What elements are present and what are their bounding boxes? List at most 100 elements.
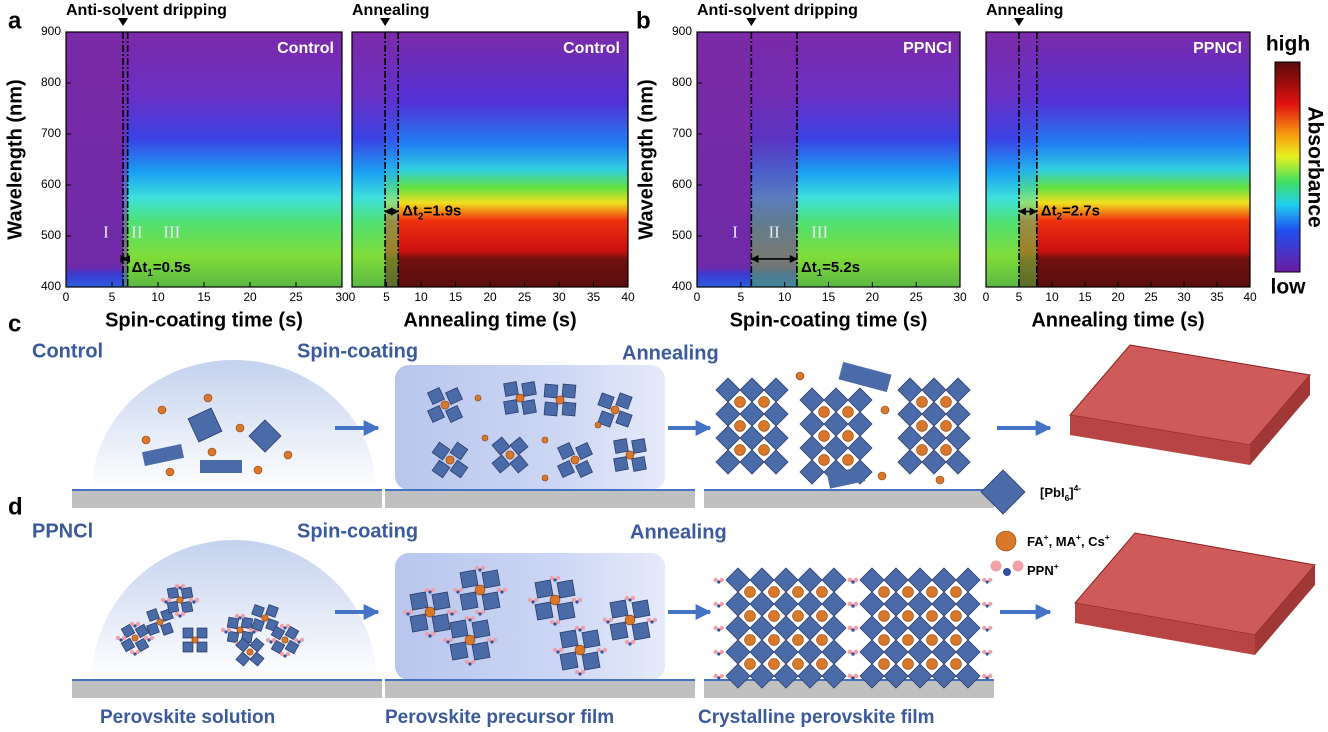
x-axis-label: Spin-coating time (s) (730, 309, 928, 331)
sample-tag: PPNCl (1193, 40, 1242, 57)
ppn (135, 649, 141, 655)
octahedron (561, 401, 577, 417)
label-part: =0.5s (153, 259, 191, 276)
cation (744, 610, 756, 622)
octahedron (409, 591, 429, 611)
film-front (1075, 603, 1255, 655)
ppn (628, 642, 632, 646)
octahedron (409, 613, 429, 633)
ppn (982, 601, 987, 607)
octahedron (270, 625, 286, 641)
octahedron (859, 663, 885, 689)
ppn (596, 647, 602, 653)
ppn (234, 613, 240, 619)
heatmap-main (385, 32, 628, 287)
cation (878, 658, 890, 670)
x-tick-label: 0 (63, 290, 70, 304)
label-part: [PbI (1040, 485, 1065, 500)
rich-label: Δt1=5.2s (801, 259, 860, 279)
ppn (853, 601, 858, 607)
octahedron (249, 651, 265, 667)
ppn (851, 676, 855, 680)
ppn (490, 640, 494, 644)
x-tick-label: 5 (1016, 290, 1023, 304)
ppn (279, 623, 285, 629)
cation (940, 420, 952, 432)
ppn (456, 590, 460, 594)
cation (768, 634, 780, 646)
ppn (174, 611, 180, 617)
ppn (240, 613, 246, 619)
octahedron (449, 619, 469, 639)
x-tick-label: 0 (349, 290, 356, 304)
cation (816, 634, 828, 646)
ppn (133, 652, 137, 656)
ppn (446, 640, 450, 644)
ppn (608, 617, 614, 623)
ppn (713, 625, 718, 631)
label-part: 6 (1065, 493, 1070, 503)
x-tick-label: 40 (1243, 290, 1257, 304)
y-tick-label: 900 (41, 24, 61, 38)
heatmap-transition (123, 32, 128, 287)
cation (940, 444, 952, 456)
ppn (853, 577, 858, 583)
ppn (853, 673, 858, 679)
ppn (446, 609, 452, 615)
cation (816, 586, 828, 598)
ppn (847, 577, 852, 583)
y-tick-label: 800 (41, 75, 61, 89)
ppn (500, 590, 504, 594)
ppn (552, 647, 558, 653)
octahedron (235, 637, 251, 653)
ppn (719, 673, 724, 679)
cation (281, 636, 289, 644)
ppn (480, 609, 486, 615)
octahedron (749, 663, 775, 689)
ppn (147, 638, 151, 642)
label-part: 4- (1074, 483, 1082, 493)
ppn (149, 635, 155, 641)
cation (157, 405, 167, 415)
cation (253, 465, 263, 475)
cation (758, 444, 770, 456)
octahedron (182, 641, 194, 653)
ppn (178, 586, 182, 590)
cation (950, 586, 962, 598)
ppn (408, 609, 414, 615)
cation (610, 405, 620, 415)
octahedron (134, 623, 150, 639)
event-marker (118, 18, 129, 26)
ppn (115, 635, 121, 641)
ppn (129, 649, 135, 655)
octahedron (249, 637, 265, 653)
region-label: II (131, 222, 143, 241)
octahedron (431, 441, 451, 461)
cation (744, 586, 756, 598)
cation (792, 658, 804, 670)
ppn (224, 630, 228, 634)
octahedron (146, 622, 160, 636)
octahedron (251, 618, 265, 632)
ppn (982, 625, 987, 631)
ppn (982, 673, 987, 679)
cation (792, 610, 804, 622)
x-tick-label: 35 (587, 290, 601, 304)
octahedron (120, 637, 136, 653)
cation (734, 444, 746, 456)
cation (481, 434, 489, 442)
cation (744, 634, 756, 646)
octahedron (187, 407, 223, 443)
substrate (72, 490, 382, 508)
cation (916, 420, 928, 432)
cation (902, 658, 914, 670)
octahedron (491, 454, 511, 474)
ppn (652, 617, 658, 623)
ppn (533, 597, 539, 603)
cation (768, 610, 780, 622)
ppn (496, 587, 502, 593)
ppn (853, 625, 858, 631)
octahedron (980, 469, 1026, 515)
octahedron (556, 601, 576, 621)
octahedron (284, 639, 300, 655)
